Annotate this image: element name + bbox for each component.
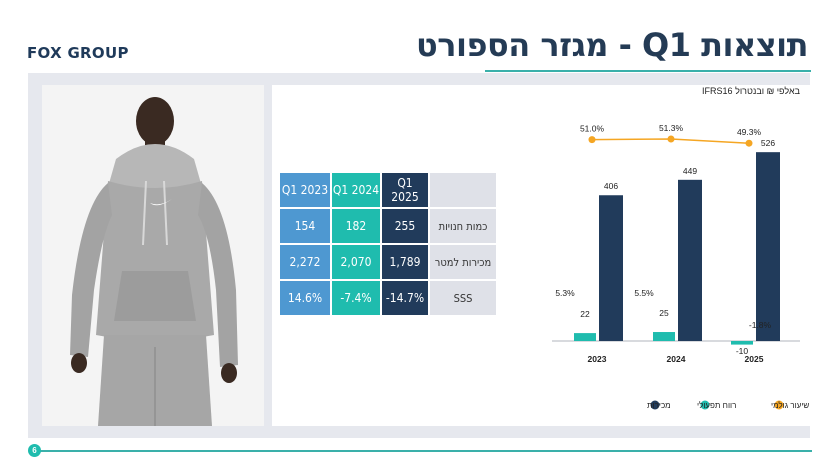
legend-sales-swatch — [650, 400, 660, 410]
cell-sss-2025: -14.7% — [382, 281, 428, 315]
gross-margin-label-2023: 51.0% — [580, 124, 605, 134]
footer-line — [38, 450, 812, 452]
sales-label-2025: 526 — [761, 138, 775, 148]
x-tick-2023: 2023 — [588, 354, 607, 364]
header-empty — [430, 173, 496, 207]
row-label-stores: כמות חנויות — [430, 209, 496, 243]
gross-margin-label-2025: 49.3% — [737, 127, 762, 137]
legend-gross-margin-swatch — [774, 400, 784, 410]
op-profit-bar-2023 — [574, 333, 596, 341]
sales-bar-2023 — [599, 195, 623, 341]
x-tick-2024: 2024 — [667, 354, 686, 364]
cell-sqm-2025: 1,789 — [382, 245, 428, 279]
hoodie-model-image — [42, 85, 264, 426]
table-row: 154 182 255 כמות חנויות — [280, 209, 496, 243]
table-header-row: Q1 2023 Q1 2024 Q1 2025 — [280, 173, 496, 207]
sales-bar-2025 — [756, 152, 780, 341]
cell-sqm-2023: 2,272 — [280, 245, 330, 279]
cell-stores-2025: 255 — [382, 209, 428, 243]
header-q1-2023: Q1 2023 — [280, 173, 330, 207]
sales-bar-2024 — [678, 179, 702, 341]
sales-label-2024: 449 — [683, 166, 697, 176]
product-photo — [42, 85, 264, 426]
op-profit-bar-2025 — [731, 341, 753, 345]
x-tick-2025: 2025 — [745, 354, 764, 364]
legend-sales-label: מכירות — [647, 401, 671, 410]
units-note: באלפי ₪ ובנטרול IFRS16 — [702, 86, 800, 96]
gross-margin-point-2024 — [667, 135, 675, 143]
header-q1-2024: Q1 2024 — [332, 173, 380, 207]
cell-stores-2024: 182 — [332, 209, 380, 243]
op-profit-bar-2024 — [653, 332, 675, 341]
table-row: 14.6% -7.4% -14.7% SSS — [280, 281, 496, 315]
op-profit-label-2023: 22 — [580, 309, 590, 319]
header-q1-2025: Q1 2025 — [382, 173, 428, 207]
kpi-table: Q1 2023 Q1 2024 Q1 2025 154 182 255 כמות… — [278, 171, 498, 317]
gross-margin-point-2023 — [588, 136, 596, 144]
legend-operating-profit-swatch — [700, 400, 710, 410]
op-margin-label-2025: -1.8% — [749, 320, 772, 330]
cell-stores-2023: 154 — [280, 209, 330, 243]
page-number: 6 — [28, 444, 41, 457]
gross-margin-label-2024: 51.3% — [659, 123, 684, 133]
legend-operating-profit-label: רווח תפעולי — [697, 401, 736, 410]
op-margin-label-2023: 5.3% — [555, 288, 575, 298]
fox-group-logo: FOX GROUP — [27, 44, 129, 62]
page-title: תוצאות Q1 - מגזר הספורט — [416, 26, 808, 64]
row-label-sss: SSS — [430, 281, 496, 315]
cell-sqm-2024: 2,070 — [332, 245, 380, 279]
cell-sss-2024: -7.4% — [332, 281, 380, 315]
legend-gross-margin-label: שיעור גולמי — [771, 401, 809, 410]
table-row: 2,272 2,070 1,789 מכירות למטר — [280, 245, 496, 279]
sales-label-2023: 406 — [604, 181, 618, 191]
op-profit-label-2025: -10 — [736, 346, 749, 356]
title-underline — [485, 70, 811, 72]
op-profit-label-2024: 25 — [659, 308, 669, 318]
cell-sss-2023: 14.6% — [280, 281, 330, 315]
row-label-sales-per-sqm: מכירות למטר — [430, 245, 496, 279]
gross-margin-point-2025 — [745, 139, 753, 147]
op-margin-label-2024: 5.5% — [634, 288, 654, 298]
